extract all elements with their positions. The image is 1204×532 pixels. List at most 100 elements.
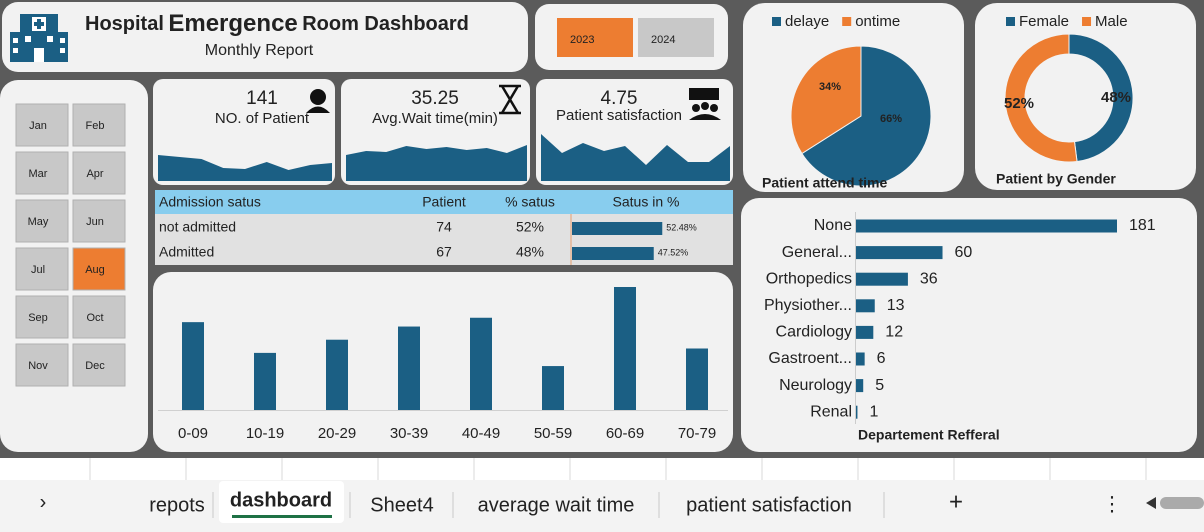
table-bar (572, 247, 654, 260)
month-label[interactable]: Oct (86, 312, 103, 324)
month-button[interactable] (72, 199, 126, 243)
table-cell: Admitted (159, 244, 214, 260)
scroll-left[interactable] (1146, 497, 1156, 509)
month-button[interactable] (72, 343, 126, 387)
table-header (155, 190, 733, 214)
month-label[interactable]: Jul (31, 264, 45, 276)
table-column-header: Satus in % (613, 194, 680, 210)
data-label: 60 (955, 244, 973, 261)
sheet-tab[interactable]: Sheet4 (370, 494, 433, 516)
month-button[interactable] (15, 247, 69, 291)
x-tick-label: 0-09 (178, 425, 208, 442)
data-label: 13 (887, 297, 905, 314)
month-label[interactable]: Nov (28, 360, 48, 372)
table-bar-label: 47.52% (658, 247, 689, 257)
data-label: 1 (869, 403, 878, 420)
title-part: Emergence (168, 10, 297, 37)
legend-swatch (1082, 17, 1092, 26)
sheet-tab[interactable]: average wait time (478, 494, 635, 516)
month-button[interactable] (72, 151, 126, 195)
y-tick-label: Gastroent... (768, 350, 852, 367)
data-label: 181 (1129, 217, 1156, 234)
kpi-trend-area (346, 145, 527, 181)
bar (326, 339, 348, 410)
sheet-tab[interactable]: patient satisfaction (686, 494, 852, 516)
data-label: 12 (885, 324, 903, 341)
legend-swatch (772, 17, 781, 26)
sheet-gridlines (89, 458, 1147, 480)
chart-title: Departement Refferal (858, 427, 1000, 443)
kpi-trend-area (541, 134, 730, 181)
kpi-value: 141 (246, 88, 278, 109)
bar (856, 379, 864, 393)
bar (856, 405, 858, 419)
month-button[interactable] (72, 247, 126, 291)
month-label[interactable]: Feb (86, 120, 105, 132)
table-bar-label: 52.48% (666, 222, 697, 232)
slice (1068, 33, 1134, 163)
x-tick-label: 10-19 (246, 425, 284, 442)
scrollbar (1160, 497, 1204, 509)
bar (182, 322, 204, 410)
y-tick-label: Neurology (779, 377, 852, 394)
kpi-value: 4.75 (601, 88, 638, 109)
active-tab-bg (219, 481, 344, 523)
y-tick-label: Renal (810, 403, 852, 420)
year-label[interactable]: 2024 (651, 34, 675, 46)
y-tick-label: Physiother... (764, 297, 852, 314)
bar (856, 219, 1117, 233)
month-button[interactable] (15, 343, 69, 387)
table-cell: 48% (516, 244, 544, 260)
title-part: Hospital (85, 13, 164, 35)
sheet-tab[interactable]: repots (149, 494, 205, 516)
month-button[interactable] (72, 103, 126, 147)
month-label[interactable]: Apr (86, 168, 103, 180)
data-label: 6 (877, 350, 886, 367)
month-label[interactable]: Dec (85, 360, 105, 372)
y-tick-label: General... (782, 244, 852, 261)
bar (542, 366, 564, 410)
table-column-header: Admission satus (159, 194, 261, 210)
table-cell: 74 (436, 219, 452, 235)
month-label[interactable]: Mar (29, 168, 48, 180)
slice (790, 45, 862, 155)
month-button[interactable] (15, 151, 69, 195)
y-tick-label: None (814, 217, 852, 234)
bar (686, 348, 708, 410)
y-tick-label: Cardiology (776, 324, 852, 341)
slice (801, 45, 932, 187)
year-button[interactable] (638, 18, 714, 57)
bar (856, 246, 943, 260)
bar (614, 287, 636, 410)
slice-label: 48% (1101, 89, 1131, 106)
chart-title: Patient by Gender (996, 171, 1116, 187)
month-label[interactable]: Aug (85, 264, 105, 276)
bar (470, 317, 492, 410)
year-label[interactable]: 2023 (570, 34, 594, 46)
bar (254, 352, 276, 410)
legend-swatch (1006, 17, 1015, 26)
year-button[interactable] (557, 18, 633, 57)
more-menu[interactable]: ⋮ (1102, 493, 1122, 515)
month-button[interactable] (15, 199, 69, 243)
x-tick-label: 30-39 (390, 425, 428, 442)
legend-label: Female (1019, 13, 1069, 30)
legend-label: Male (1095, 13, 1128, 30)
sheet-tab[interactable]: dashboard (230, 489, 332, 511)
month-label[interactable]: Jan (29, 120, 47, 132)
kpi-label: Avg.Wait time(min) (372, 110, 498, 127)
month-label[interactable]: Jun (86, 216, 104, 228)
month-button[interactable] (72, 295, 126, 339)
scroll-arrow[interactable]: › (40, 491, 47, 513)
month-button[interactable] (15, 295, 69, 339)
bar (856, 299, 875, 313)
kpi-icons (306, 84, 721, 120)
month-label[interactable]: May (28, 216, 49, 228)
chart-title: Patient attend time (762, 175, 887, 191)
bar (856, 325, 874, 339)
add-sheet[interactable]: + (949, 488, 963, 515)
month-label[interactable]: Sep (28, 312, 48, 324)
slice (1004, 33, 1078, 163)
x-tick-label: 20-29 (318, 425, 356, 442)
month-button[interactable] (15, 103, 69, 147)
